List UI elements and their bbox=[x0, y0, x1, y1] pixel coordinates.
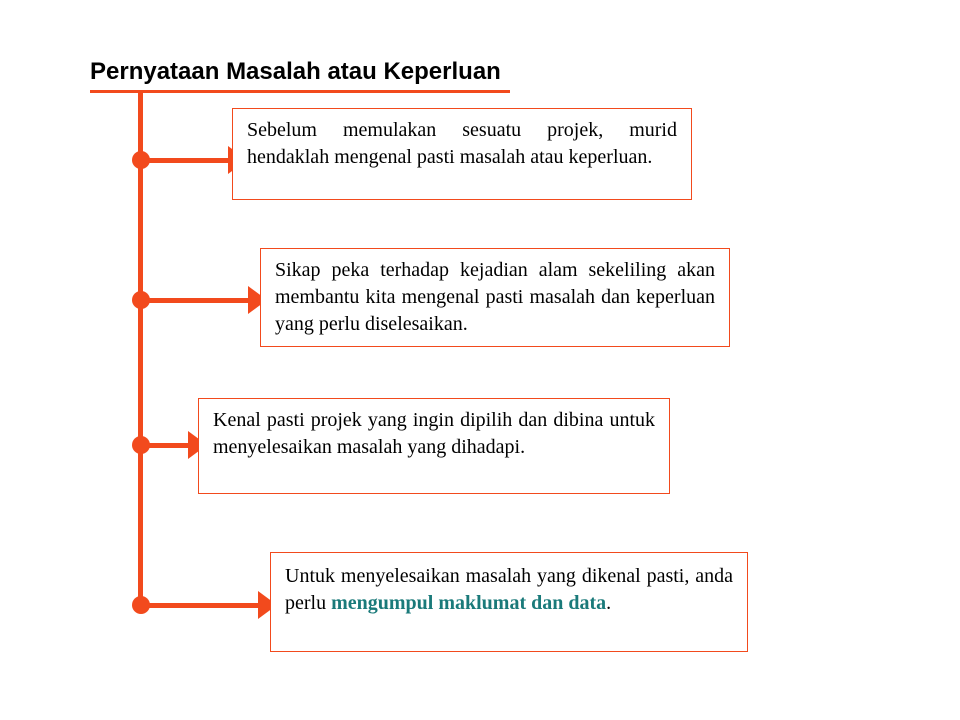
branch-line bbox=[143, 603, 260, 608]
content-box: Sikap peka terhadap kejadian alam sekeli… bbox=[260, 248, 730, 347]
box-text: Sebelum memulakan sesuatu projek, murid … bbox=[247, 119, 677, 168]
box-text: . bbox=[606, 592, 611, 614]
branch-line bbox=[143, 158, 230, 163]
content-box: Sebelum memulakan sesuatu projek, murid … bbox=[232, 108, 692, 200]
content-box: Untuk menyelesaikan masalah yang dikenal… bbox=[270, 552, 748, 652]
page-title: Pernyataan Masalah atau Keperluan bbox=[90, 58, 501, 86]
branch-line bbox=[143, 443, 190, 448]
content-box: Kenal pasti projek yang ingin dipilih da… bbox=[198, 398, 670, 494]
box-text: Kenal pasti projek yang ingin dipilih da… bbox=[213, 409, 655, 458]
title-underline bbox=[90, 90, 510, 93]
box-text: Sikap peka terhadap kejadian alam sekeli… bbox=[275, 259, 715, 335]
box-emphasis: mengumpul maklumat dan data bbox=[331, 592, 606, 614]
diagram-canvas: Pernyataan Masalah atau Keperluan Sebelu… bbox=[0, 0, 960, 720]
branch-line bbox=[143, 298, 250, 303]
